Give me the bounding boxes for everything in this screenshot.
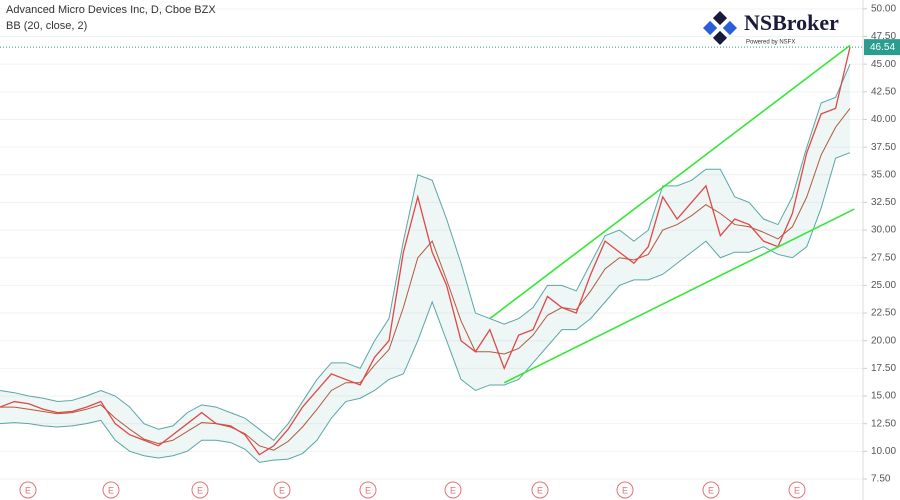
y-tick-label: 12.50 — [871, 418, 896, 429]
y-tick-label: 27.50 — [871, 252, 896, 263]
price-line — [0, 108, 851, 451]
indicator-label: BB (20, close, 2) — [6, 20, 87, 32]
event-marker — [788, 481, 806, 499]
event-label: E — [279, 485, 285, 495]
event-marker — [531, 481, 549, 499]
event-marker — [102, 481, 120, 499]
y-tick-label: 47.50 — [871, 31, 896, 42]
event-label: E — [794, 485, 800, 495]
y-tick-label: 32.50 — [871, 197, 896, 208]
event-marker — [19, 481, 37, 499]
y-tick-label: 30.00 — [871, 225, 896, 236]
band-fill — [0, 64, 850, 463]
event-label: E — [365, 485, 371, 495]
event-marker — [616, 481, 634, 499]
event-marker — [359, 481, 377, 499]
y-tick-label: 37.50 — [871, 142, 896, 153]
trend-line — [489, 44, 851, 320]
event-marker — [702, 481, 720, 499]
event-label: E — [108, 485, 114, 495]
y-tick-label: 45.00 — [871, 59, 896, 70]
event-label: E — [197, 485, 203, 495]
trend-line — [503, 208, 855, 384]
last-price-label: 46.54 — [870, 42, 895, 53]
event-marker — [191, 481, 209, 499]
y-tick-label: 17.50 — [871, 363, 896, 374]
event-label: E — [25, 485, 31, 495]
y-tick-label: 20.00 — [871, 335, 896, 346]
event-label: E — [537, 485, 543, 495]
y-tick-label: 50.00 — [871, 3, 896, 14]
y-tick-label: 25.00 — [871, 280, 896, 291]
y-tick-label: 40.00 — [871, 114, 896, 125]
event-label: E — [622, 485, 628, 495]
logo-tagline: Powered by NSFX — [746, 40, 795, 46]
price-line — [0, 46, 851, 456]
event-marker — [444, 481, 462, 499]
y-tick-label: 22.50 — [871, 308, 896, 319]
logo-name: NSBroker — [744, 10, 839, 35]
y-tick-label: 7.50 — [871, 474, 891, 485]
y-tick-label: 35.00 — [871, 169, 896, 180]
price-line — [0, 152, 851, 463]
event-label: E — [450, 485, 456, 495]
y-tick-label: 15.00 — [871, 391, 896, 402]
price-line — [0, 63, 851, 441]
event-marker — [273, 481, 291, 499]
y-tick-label: 10.00 — [871, 446, 896, 457]
last-price-tag — [864, 39, 900, 56]
chart-title: Advanced Micro Devices Inc, D, Cboe BZX — [6, 4, 216, 16]
y-tick-label: 42.50 — [871, 86, 896, 97]
event-label: E — [708, 485, 714, 495]
